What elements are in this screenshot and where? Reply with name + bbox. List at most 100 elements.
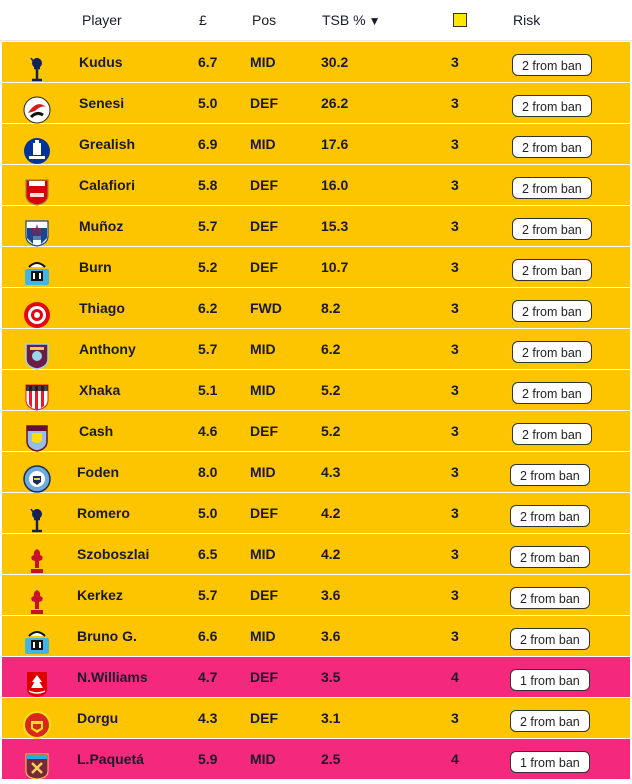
player-name[interactable]: Foden — [77, 464, 119, 480]
player-price: 5.7 — [198, 218, 218, 234]
player-name[interactable]: Calafiori — [79, 177, 136, 193]
yellow-card-count: 3 — [451, 628, 459, 644]
table-row[interactable]: Calafiori 5.8 DEF 16.0 3 2 from ban — [2, 165, 630, 207]
table-row[interactable]: Senesi 5.0 DEF 26.2 3 2 from ban — [2, 83, 630, 124]
player-tsb: 3.6 — [321, 628, 341, 644]
ban-risk-badge: 2 from ban — [512, 95, 592, 117]
header-risk[interactable]: Risk — [513, 12, 541, 28]
player-name[interactable]: Thiago — [79, 300, 125, 316]
table-row[interactable]: Burn 5.2 DEF 10.7 3 2 from ban — [2, 247, 630, 287]
table-header: Player £ Pos TSB % ▼ Risk — [0, 0, 632, 41]
yellow-card-count: 3 — [451, 382, 459, 398]
man-united-crest-icon — [23, 710, 51, 740]
table-row[interactable]: Cash 4.6 DEF 5.2 3 2 from ban — [2, 411, 630, 453]
player-price: 4.6 — [198, 423, 218, 439]
player-tsb: 30.2 — [321, 54, 349, 70]
tottenham-crest-icon — [23, 54, 51, 84]
ban-risk-badge: 2 from ban — [510, 546, 590, 568]
player-position: DEF — [250, 710, 278, 726]
ban-risk-badge: 2 from ban — [512, 54, 592, 76]
player-price: 5.8 — [198, 177, 218, 193]
ban-risk-badge: 2 from ban — [512, 259, 592, 281]
table-row[interactable]: Anthony 5.7 MID 6.2 3 2 from ban — [2, 329, 630, 371]
player-tsb: 5.2 — [321, 382, 341, 398]
player-name[interactable]: N.Williams — [77, 669, 148, 685]
yellow-card-count: 3 — [451, 54, 459, 70]
table-row[interactable]: Kudus 6.7 MID 30.2 3 2 from ban — [2, 42, 630, 82]
aston-villa-crest-icon — [23, 423, 51, 453]
yellow-card-count: 3 — [451, 177, 459, 193]
crystal-palace-crest-icon — [23, 218, 51, 248]
player-tsb: 2.5 — [321, 751, 341, 767]
table-row[interactable]: Thiago 6.2 FWD 8.2 3 2 from ban — [2, 288, 630, 328]
player-name[interactable]: Cash — [79, 423, 114, 439]
ban-risk-badge: 2 from ban — [512, 300, 592, 322]
player-position: MID — [250, 546, 276, 562]
player-price: 6.6 — [198, 628, 218, 644]
header-price[interactable]: £ — [199, 12, 207, 28]
player-name[interactable]: Grealish — [79, 136, 136, 152]
tottenham-crest-icon — [23, 505, 51, 535]
table-row[interactable]: Xhaka 5.1 MID 5.2 3 2 from ban — [2, 370, 630, 411]
ban-risk-badge: 2 from ban — [512, 423, 592, 445]
player-tsb: 4.3 — [321, 464, 341, 480]
yellow-card-count: 3 — [451, 423, 459, 439]
player-position: MID — [250, 464, 276, 480]
player-price: 4.3 — [198, 710, 218, 726]
table-row[interactable]: Grealish 6.9 MID 17.6 3 2 from ban — [2, 124, 630, 164]
table-row[interactable]: Bruno G. 6.6 MID 3.6 3 2 from ban — [2, 616, 630, 656]
player-price: 5.1 — [198, 382, 218, 398]
header-pos[interactable]: Pos — [252, 12, 277, 28]
newcastle-crest-icon — [23, 259, 51, 289]
yellow-card-count: 3 — [451, 300, 459, 316]
player-price: 5.2 — [198, 259, 218, 275]
table-row[interactable]: Romero 5.0 DEF 4.2 3 2 from ban — [2, 493, 630, 533]
player-tsb: 4.2 — [321, 546, 341, 562]
player-tsb: 17.6 — [321, 136, 349, 152]
liverpool-crest-icon — [23, 546, 51, 576]
liverpool-crest-icon — [23, 587, 51, 617]
table-row[interactable]: Dorgu 4.3 DEF 3.1 3 2 from ban — [2, 698, 630, 740]
player-name[interactable]: Burn — [79, 259, 112, 275]
player-name[interactable]: Senesi — [79, 95, 125, 111]
yellow-card-count: 3 — [451, 136, 459, 152]
player-price: 4.7 — [198, 669, 218, 685]
arsenal-crest-icon — [23, 177, 51, 207]
player-position: MID — [250, 382, 276, 398]
player-tsb: 6.2 — [321, 341, 341, 357]
player-tsb: 3.6 — [321, 587, 341, 603]
table-row[interactable]: N.Williams 4.7 DEF 3.5 4 1 from ban — [2, 657, 630, 697]
player-name[interactable]: L.Paquetá — [77, 751, 144, 767]
table-row[interactable]: Foden 8.0 MID 4.3 3 2 from ban — [2, 452, 630, 493]
player-name[interactable]: Romero — [77, 505, 130, 521]
player-position: DEF — [250, 423, 278, 439]
player-name[interactable]: Kerkez — [77, 587, 123, 603]
ban-risk-badge: 2 from ban — [510, 710, 590, 732]
player-tsb: 16.0 — [321, 177, 349, 193]
header-tsb[interactable]: TSB % ▼ — [322, 12, 380, 28]
player-position: MID — [250, 628, 276, 644]
player-name[interactable]: Dorgu — [77, 710, 119, 726]
header-player[interactable]: Player — [82, 12, 122, 28]
player-position: MID — [250, 136, 276, 152]
yellow-card-count: 4 — [451, 669, 459, 685]
ban-risk-badge: 2 from ban — [512, 341, 592, 363]
ban-risk-badge: 2 from ban — [510, 464, 590, 486]
player-position: DEF — [250, 587, 278, 603]
table-row[interactable]: Szoboszlai 6.5 MID 4.2 3 2 from ban — [2, 534, 630, 574]
table-row[interactable]: L.Paquetá 5.9 MID 2.5 4 1 from ban — [2, 739, 630, 780]
burnley-crest-icon — [23, 341, 51, 371]
player-name[interactable]: Bruno G. — [77, 628, 137, 644]
player-name[interactable]: Szoboszlai — [77, 546, 150, 562]
player-name[interactable]: Anthony — [79, 341, 136, 357]
ban-risk-badge: 1 from ban — [510, 669, 590, 691]
player-name[interactable]: Muñoz — [79, 218, 124, 234]
player-name[interactable]: Xhaka — [79, 382, 121, 398]
table-row[interactable]: Kerkez 5.7 DEF 3.6 3 2 from ban — [2, 575, 630, 615]
player-name[interactable]: Kudus — [79, 54, 123, 70]
player-price: 6.2 — [198, 300, 218, 316]
player-price: 6.7 — [198, 54, 218, 70]
yellow-card-icon[interactable] — [453, 13, 467, 27]
table-row[interactable]: Muñoz 5.7 DEF 15.3 3 2 from ban — [2, 206, 630, 248]
